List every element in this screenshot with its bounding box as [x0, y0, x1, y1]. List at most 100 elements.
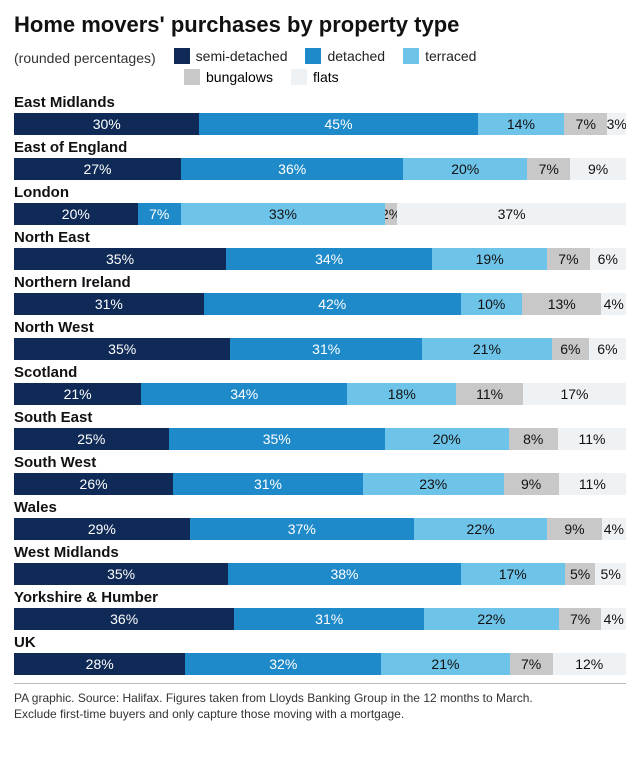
bar-segment-terraced: 22% — [424, 608, 559, 630]
stacked-bar: 35%31%21%6%6% — [14, 338, 626, 360]
bar-segment-terraced: 18% — [347, 383, 456, 405]
bar-segment-bungalow: 7% — [559, 608, 602, 630]
stacked-bar: 21%34%18%11%17% — [14, 383, 626, 405]
stacked-bar: 35%38%17%5%5% — [14, 563, 626, 585]
bar-segment-flats: 3% — [607, 113, 626, 135]
stacked-bar: 28%32%21%7%12% — [14, 653, 626, 675]
legend-item-semi: semi-detached — [174, 48, 288, 64]
bar-segment-semi: 28% — [14, 653, 185, 675]
bar-segment-semi: 30% — [14, 113, 199, 135]
bar-segment-terraced: 19% — [432, 248, 547, 270]
bar-segment-flats: 4% — [602, 518, 626, 540]
stacked-bar: 30%45%14%7%3% — [14, 113, 626, 135]
stacked-bar: 20%7%33%2%37% — [14, 203, 626, 225]
bar-segment-semi: 35% — [14, 563, 228, 585]
legend-label-semi: semi-detached — [196, 48, 288, 64]
bar-segment-flats: 5% — [595, 563, 626, 585]
region-row: North East35%34%19%7%6% — [14, 229, 626, 270]
bar-segment-terraced: 20% — [385, 428, 509, 450]
legend-swatch-detached — [305, 48, 321, 64]
legend-label-terraced: terraced — [425, 48, 476, 64]
region-label: South East — [14, 409, 626, 426]
bar-segment-terraced: 17% — [461, 563, 565, 585]
legend-note: (rounded percentages) — [14, 50, 156, 66]
region-row: UK28%32%21%7%12% — [14, 634, 626, 675]
legend-swatch-bungalow — [184, 69, 200, 85]
legend-item-terraced: terraced — [403, 48, 476, 64]
legend-swatch-semi — [174, 48, 190, 64]
bar-segment-bungalow: 7% — [527, 158, 570, 180]
chart-rows: East Midlands30%45%14%7%3%East of Englan… — [14, 94, 626, 675]
bar-segment-bungalow: 8% — [509, 428, 558, 450]
stacked-bar: 26%31%23%9%11% — [14, 473, 626, 495]
stacked-bar: 27%36%20%7%9% — [14, 158, 626, 180]
bar-segment-semi: 27% — [14, 158, 181, 180]
bar-segment-detached: 37% — [190, 518, 414, 540]
bar-segment-detached: 32% — [185, 653, 381, 675]
region-label: West Midlands — [14, 544, 626, 561]
bar-segment-detached: 34% — [141, 383, 347, 405]
legend-label-detached: detached — [327, 48, 385, 64]
bar-segment-flats: 11% — [558, 428, 626, 450]
region-row: Yorkshire & Humber 36%31%22%7%4% — [14, 589, 626, 630]
region-label: London — [14, 184, 626, 201]
legend-label-flats: flats — [313, 69, 339, 85]
footnote-line-2: Exclude first-time buyers and only captu… — [14, 706, 626, 722]
bar-segment-terraced: 21% — [381, 653, 510, 675]
footnote: PA graphic. Source: Halifax. Figures tak… — [14, 683, 626, 722]
legend-swatch-terraced — [403, 48, 419, 64]
bar-segment-detached: 7% — [138, 203, 181, 225]
region-row: West Midlands35%38%17%5%5% — [14, 544, 626, 585]
legend-label-bungalow: bungalows — [206, 69, 273, 85]
bar-segment-detached: 31% — [173, 473, 363, 495]
bar-segment-terraced: 33% — [181, 203, 385, 225]
stacked-bar: 25%35%20%8%11% — [14, 428, 626, 450]
region-label: Yorkshire & Humber — [14, 589, 626, 606]
bar-segment-detached: 36% — [181, 158, 404, 180]
region-row: South East 25%35%20%8%11% — [14, 409, 626, 450]
bar-segment-semi: 29% — [14, 518, 190, 540]
bar-segment-terraced: 10% — [461, 293, 522, 315]
bar-segment-terraced: 21% — [422, 338, 552, 360]
bar-segment-bungalow: 9% — [547, 518, 602, 540]
stacked-bar: 36%31%22%7%4% — [14, 608, 626, 630]
bar-segment-bungalow: 5% — [565, 563, 596, 585]
legend-swatch-flats — [291, 69, 307, 85]
region-row: South West 26%31%23%9%11% — [14, 454, 626, 495]
stacked-bar: 35%34%19%7%6% — [14, 248, 626, 270]
bar-segment-flats: 6% — [590, 248, 626, 270]
legend-row-1: (rounded percentages) semi-detached detac… — [14, 48, 626, 67]
bar-segment-terraced: 14% — [478, 113, 565, 135]
region-row: Scotland21%34%18%11%17% — [14, 364, 626, 405]
bar-segment-semi: 20% — [14, 203, 138, 225]
bar-segment-bungalow: 2% — [385, 203, 397, 225]
bar-segment-flats: 37% — [397, 203, 626, 225]
bar-segment-semi: 26% — [14, 473, 173, 495]
bar-segment-detached: 31% — [230, 338, 422, 360]
bar-segment-detached: 42% — [204, 293, 461, 315]
bar-segment-flats: 11% — [559, 473, 626, 495]
footnote-line-1: PA graphic. Source: Halifax. Figures tak… — [14, 690, 626, 706]
bar-segment-flats: 6% — [589, 338, 626, 360]
bar-segment-semi: 35% — [14, 248, 226, 270]
bar-segment-detached: 31% — [234, 608, 424, 630]
bar-segment-terraced: 23% — [363, 473, 504, 495]
bar-segment-detached: 34% — [226, 248, 432, 270]
bar-segment-flats: 17% — [523, 383, 626, 405]
bar-segment-flats: 4% — [601, 293, 625, 315]
bar-segment-semi: 21% — [14, 383, 141, 405]
region-label: East Midlands — [14, 94, 626, 111]
region-row: East of England27%36%20%7%9% — [14, 139, 626, 180]
bar-segment-bungalow: 6% — [552, 338, 589, 360]
bar-segment-semi: 31% — [14, 293, 204, 315]
bar-segment-bungalow: 7% — [510, 653, 553, 675]
bar-segment-flats: 4% — [601, 608, 625, 630]
region-label: South West — [14, 454, 626, 471]
bar-segment-detached: 38% — [228, 563, 461, 585]
region-label: Northern Ireland — [14, 274, 626, 291]
bar-segment-flats: 12% — [553, 653, 626, 675]
bar-segment-terraced: 22% — [414, 518, 547, 540]
legend-item-bungalow: bungalows — [184, 69, 273, 85]
legend-item-detached: detached — [305, 48, 385, 64]
bar-segment-flats: 9% — [570, 158, 626, 180]
